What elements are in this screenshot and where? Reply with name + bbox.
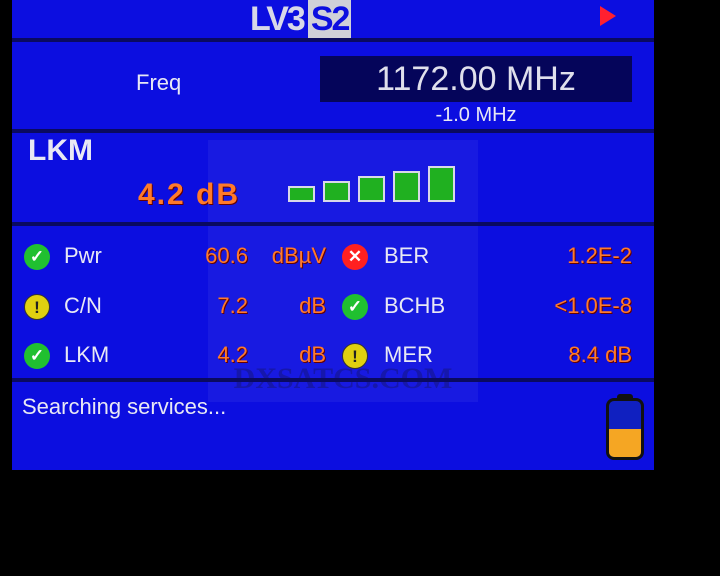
error-icon: ✕ — [342, 244, 368, 270]
divider — [12, 222, 654, 226]
signal-bar — [323, 181, 350, 202]
metric-value: 7.2 — [217, 293, 248, 318]
status-text: Searching services... — [22, 394, 227, 419]
check-icon: ✓ — [24, 343, 50, 369]
metric-value: 4.2 — [217, 342, 248, 367]
check-icon: ✓ — [24, 244, 50, 270]
warning-icon: ! — [342, 343, 368, 369]
signal-bars — [288, 164, 458, 202]
metric-unit: dB — [299, 293, 326, 318]
logo: LV3 S2 — [250, 0, 352, 38]
freq-value[interactable]: 1172.00 MHz — [320, 56, 632, 102]
metric-value: 8.4 dB — [568, 342, 632, 367]
metric-unit: dB — [299, 342, 326, 367]
play-icon[interactable] — [600, 6, 616, 26]
signal-bar — [428, 166, 455, 202]
freq-label: Freq — [136, 70, 182, 95]
signal-bar — [358, 176, 385, 202]
metric-label: MER — [384, 342, 433, 367]
metric-value: 1.2E-2 — [567, 243, 632, 268]
lkm-title: LKM — [28, 134, 93, 167]
divider — [12, 129, 654, 133]
metric-label: C/N — [64, 293, 102, 318]
lkm-value: 4.2 dB — [138, 178, 241, 211]
warning-icon: ! — [24, 294, 50, 320]
metric-label: LKM — [64, 342, 110, 367]
metric-value: 60.6 — [205, 243, 248, 268]
divider — [12, 38, 654, 42]
freq-offset: -1.0 MHz — [435, 104, 517, 126]
metric-label: BER — [384, 243, 430, 268]
metric-unit: dBµV — [271, 243, 326, 268]
battery-icon — [606, 398, 644, 460]
metric-label: Pwr — [64, 243, 102, 268]
battery-fill — [609, 429, 641, 457]
meter-screen: DXSATCS.COM LV3 S2 Freq 1172.00 MHz -1.0 … — [12, 0, 654, 470]
check-icon: ✓ — [342, 294, 368, 320]
signal-bar — [288, 186, 315, 202]
divider — [12, 378, 654, 382]
metric-label: BCHB — [384, 293, 446, 318]
signal-bar — [393, 171, 420, 202]
metric-value: <1.0E-8 — [554, 293, 632, 318]
